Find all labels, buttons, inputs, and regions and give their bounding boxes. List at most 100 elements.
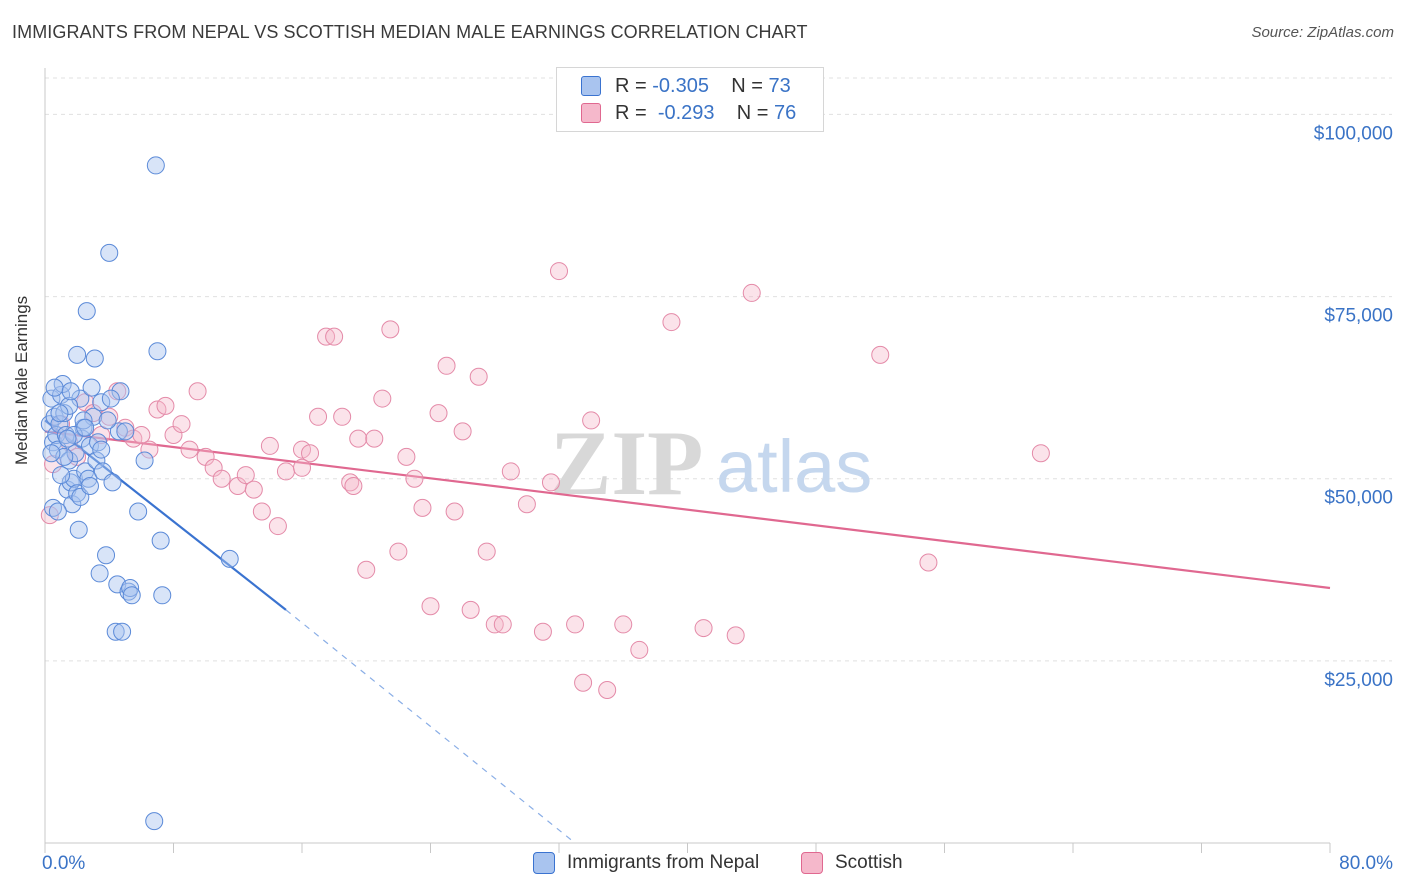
scottish-point — [405, 469, 424, 488]
trend-lines — [44, 419, 1331, 844]
scottish-point — [212, 469, 231, 488]
scottish-point — [413, 498, 432, 517]
nepal-point — [92, 393, 111, 412]
legend-r-label: R = — [615, 101, 647, 124]
scottish-point — [726, 626, 745, 645]
grid-lines — [45, 77, 1392, 662]
nepal-point — [71, 389, 90, 408]
nepal-point — [50, 404, 69, 423]
y-tick-label: $25,000 — [1324, 670, 1393, 691]
y-tick-label: $75,000 — [1324, 306, 1393, 327]
scottish-point — [244, 480, 263, 499]
scottish-point — [919, 553, 938, 572]
nepal-point — [121, 579, 140, 597]
nepal-point — [69, 520, 88, 539]
chart-title: IMMIGRANTS FROM NEPAL VS SCOTTISH MEDIAN… — [12, 22, 808, 42]
legend-n-label: N = — [731, 74, 763, 97]
watermark: ZIP atlas — [550, 412, 872, 514]
nepal-swatch — [581, 76, 601, 96]
nepal-point — [87, 451, 106, 470]
nepal-point — [106, 622, 125, 641]
scottish-point — [694, 619, 713, 638]
legend-row-scottish: R = -0.293 N = 76 — [581, 101, 796, 125]
scottish-trend-line — [44, 430, 1331, 590]
scottish-point — [461, 600, 480, 619]
scottish-point — [381, 320, 400, 339]
legend-n-value: 76 — [774, 101, 797, 124]
nepal-point — [100, 243, 119, 262]
scottish-point — [325, 327, 344, 346]
x-tick-label-min: 0.0% — [42, 853, 85, 874]
nepal-point — [85, 349, 104, 368]
scottish-point — [1031, 444, 1050, 463]
scottish-point — [260, 436, 279, 455]
scottish-point — [662, 313, 681, 332]
scottish-point — [429, 404, 448, 423]
scottish-point — [172, 415, 191, 434]
nepal-point — [146, 156, 165, 175]
nepal-point — [44, 498, 63, 517]
nepal-point — [58, 429, 77, 448]
scottish-point — [389, 542, 408, 561]
nepal-point — [135, 451, 154, 470]
watermark-zip: ZIP — [550, 412, 703, 514]
nepal-trend-extension — [285, 609, 576, 844]
scottish-point — [341, 473, 360, 492]
scottish-point — [373, 389, 392, 408]
scottish-point — [493, 615, 512, 634]
scottish-point — [344, 477, 363, 495]
nepal-point — [50, 415, 69, 434]
nepal-point — [116, 422, 135, 441]
nepal-point — [61, 382, 80, 401]
nepal-point — [48, 502, 67, 521]
legend-r-label: R = — [615, 74, 647, 97]
scottish-point — [309, 407, 328, 426]
nepal-point — [60, 396, 79, 415]
legend-r-value: -0.293 — [657, 101, 715, 124]
nepal-point — [220, 549, 239, 568]
scottish-point — [541, 473, 560, 492]
scottish-point — [349, 429, 368, 448]
nepal-point — [145, 812, 164, 831]
bottom-legend-scottish-label: Scottish — [835, 852, 903, 873]
scottish-point — [140, 440, 159, 459]
nepal-point — [148, 342, 167, 361]
nepal-legend-swatch — [533, 852, 555, 874]
scottish-point — [188, 382, 207, 401]
scottish-point — [566, 615, 585, 634]
nepal-point — [109, 422, 128, 441]
nepal-point — [113, 622, 132, 641]
scottish-point — [517, 495, 536, 514]
scottish-point — [365, 429, 384, 448]
data-points — [40, 156, 1050, 831]
legend-row-nepal: R = -0.305 N = 73 — [581, 74, 791, 98]
scottish-point — [333, 407, 352, 426]
nepal-point — [42, 444, 61, 463]
scottish-legend-swatch — [801, 852, 823, 874]
scottish-point — [742, 283, 761, 302]
bottom-legend: Immigrants from Nepal Scottish — [0, 852, 1406, 878]
scottish-point — [871, 345, 890, 364]
scottish-point — [533, 622, 552, 641]
scottish-point — [276, 462, 295, 481]
nepal-point — [76, 418, 95, 437]
nepal-point — [45, 378, 64, 397]
scottish-point — [437, 356, 456, 375]
nepal-point — [68, 345, 87, 364]
nepal-point — [52, 466, 71, 485]
legend-n-label: N = — [736, 101, 769, 124]
source-label: Source: ZipAtlas.com — [1251, 24, 1394, 41]
nepal-point — [92, 440, 111, 459]
y-tick-label: $100,000 — [1314, 123, 1393, 144]
nepal-point — [153, 586, 172, 605]
scottish-point — [630, 640, 649, 659]
scottish-point — [501, 462, 520, 481]
legend-box: R = -0.305 N = 73 R = -0.293 N = 76 — [556, 67, 824, 132]
scottish-point — [477, 542, 496, 561]
bottom-legend-nepal-label: Immigrants from Nepal — [567, 852, 760, 873]
nepal-point — [42, 389, 61, 408]
legend-r-value: -0.305 — [652, 74, 709, 97]
nepal-point — [90, 564, 109, 583]
scottish-point — [445, 502, 464, 521]
